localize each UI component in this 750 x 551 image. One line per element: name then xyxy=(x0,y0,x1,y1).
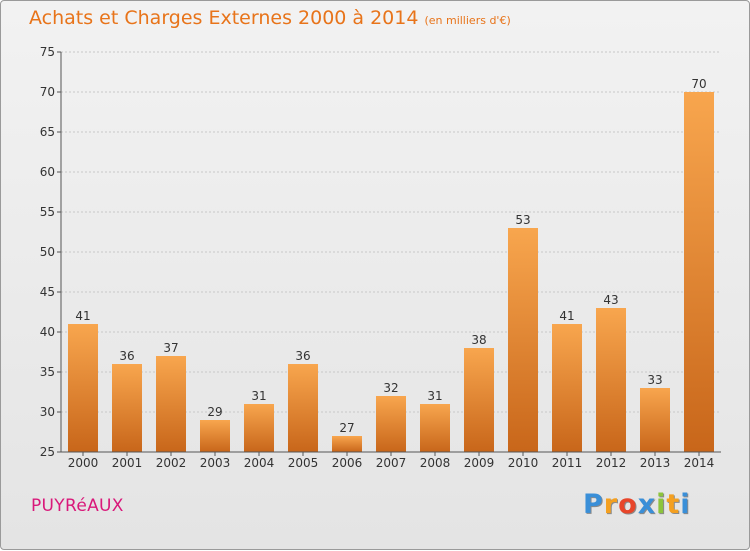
data-label-2013: 33 xyxy=(647,373,662,387)
bars xyxy=(68,92,714,452)
y-tick-label: 70 xyxy=(40,85,55,99)
data-label-2009: 38 xyxy=(471,333,486,347)
bar-2004 xyxy=(244,404,274,452)
y-tick-label: 25 xyxy=(40,445,55,459)
bar-2010 xyxy=(508,228,538,452)
commune-name: PUYRéAUX xyxy=(31,496,124,516)
logo-letter: t xyxy=(666,489,681,520)
x-tick-label-2010: 2010 xyxy=(508,456,539,470)
y-tick-label: 60 xyxy=(40,165,55,179)
bar-2001 xyxy=(112,364,142,452)
bar-2008 xyxy=(420,404,450,452)
bar-2012 xyxy=(596,308,626,452)
bar-2003 xyxy=(200,420,230,452)
bar-2002 xyxy=(156,356,186,452)
data-label-2010: 53 xyxy=(515,213,530,227)
x-tick-label-2013: 2013 xyxy=(640,456,671,470)
axes xyxy=(57,51,721,456)
y-tick-label: 45 xyxy=(40,285,55,299)
x-tick-label-2009: 2009 xyxy=(464,456,495,470)
data-label-2000: 41 xyxy=(75,309,90,323)
x-tick-label-2014: 2014 xyxy=(684,456,715,470)
logo-letter: i xyxy=(680,489,691,520)
data-label-2004: 31 xyxy=(251,389,266,403)
bar-2009 xyxy=(464,348,494,452)
y-tick-label: 75 xyxy=(40,45,55,59)
data-label-2014: 70 xyxy=(691,77,706,91)
logo-letter: r xyxy=(603,489,619,520)
x-tick-label-2012: 2012 xyxy=(596,456,627,470)
data-label-2006: 27 xyxy=(339,421,354,435)
y-tick-label: 30 xyxy=(40,405,55,419)
data-label-2001: 36 xyxy=(119,349,134,363)
x-tick-label-2000: 2000 xyxy=(68,456,99,470)
labels: 25 30 35 40 45 50 55 60 65 70 75 41 2000 36 2001 37 2002… xyxy=(40,45,715,470)
bar-2005 xyxy=(288,364,318,452)
logo-letter: x xyxy=(637,489,657,520)
logo-letter: P xyxy=(583,489,604,520)
chart-subtitle: (en milliers d'€) xyxy=(424,14,511,27)
x-tick-label-2008: 2008 xyxy=(420,456,451,470)
x-tick-label-2002: 2002 xyxy=(156,456,187,470)
y-tick-label: 55 xyxy=(40,205,55,219)
bar-2011 xyxy=(552,324,582,452)
y-tick-label: 65 xyxy=(40,125,55,139)
y-tick-label: 35 xyxy=(40,365,55,379)
bar-2006 xyxy=(332,436,362,452)
data-label-2007: 32 xyxy=(383,381,398,395)
data-label-2011: 41 xyxy=(559,309,574,323)
chart-title: Achats et Charges Externes 2000 à 2014 (e… xyxy=(29,7,511,29)
y-tick-label: 50 xyxy=(40,245,55,259)
bar-2014 xyxy=(684,92,714,452)
bar-2013 xyxy=(640,388,670,452)
x-tick-label-2006: 2006 xyxy=(332,456,363,470)
y-tick-label: 40 xyxy=(40,325,55,339)
data-label-2008: 31 xyxy=(427,389,442,403)
chart-title-text: Achats et Charges Externes 2000 à 2014 xyxy=(29,7,419,29)
proxiti-logo: Proxiti xyxy=(583,489,691,520)
x-tick-label-2011: 2011 xyxy=(552,456,583,470)
data-label-2002: 37 xyxy=(163,341,178,355)
x-tick-label-2004: 2004 xyxy=(244,456,275,470)
logo-letter: o xyxy=(618,489,638,520)
data-label-2012: 43 xyxy=(603,293,618,307)
x-tick-label-2003: 2003 xyxy=(200,456,231,470)
x-tick-label-2001: 2001 xyxy=(112,456,143,470)
x-tick-label-2007: 2007 xyxy=(376,456,407,470)
data-label-2003: 29 xyxy=(207,405,222,419)
x-tick-label-2005: 2005 xyxy=(288,456,319,470)
logo-letter: i xyxy=(656,489,667,520)
bar-2000 xyxy=(68,324,98,452)
bar-2007 xyxy=(376,396,406,452)
data-label-2005: 36 xyxy=(295,349,310,363)
